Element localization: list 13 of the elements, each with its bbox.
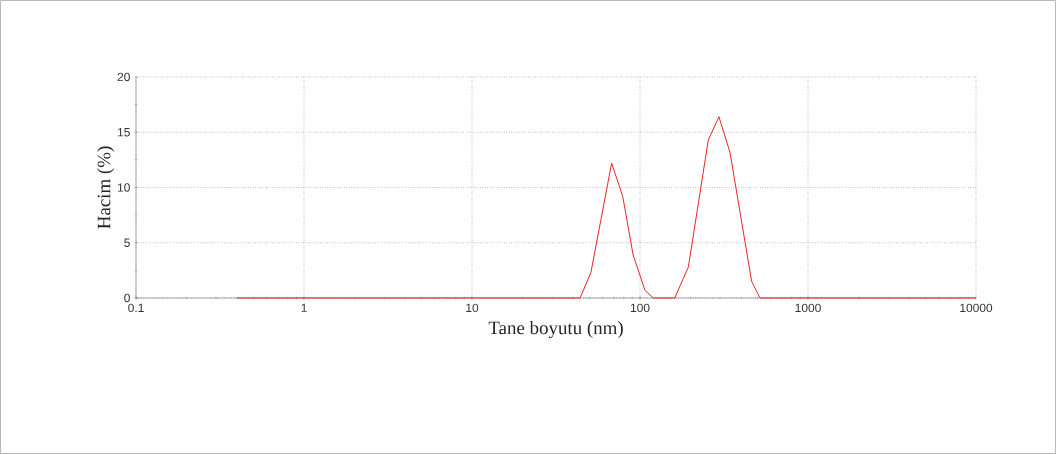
- x-tick-label: 0.1: [128, 303, 144, 313]
- x-tick-label: 100: [630, 303, 650, 313]
- y-tick-label: 0: [124, 293, 130, 303]
- x-tick-label: 10: [466, 303, 479, 313]
- y-tick-label: 10: [117, 183, 130, 192]
- y-tick-label: 15: [117, 128, 130, 137]
- y-axis-title: Hacim (%): [97, 146, 115, 229]
- x-axis-title: Tane boyutu (nm): [488, 320, 623, 339]
- y-tick-label: 20: [117, 72, 130, 82]
- x-tick-label: 1: [301, 303, 307, 312]
- x-tick-label: 10000: [960, 303, 993, 313]
- y-tick-label: 5: [124, 238, 130, 247]
- x-tick-label: 1000: [795, 303, 821, 313]
